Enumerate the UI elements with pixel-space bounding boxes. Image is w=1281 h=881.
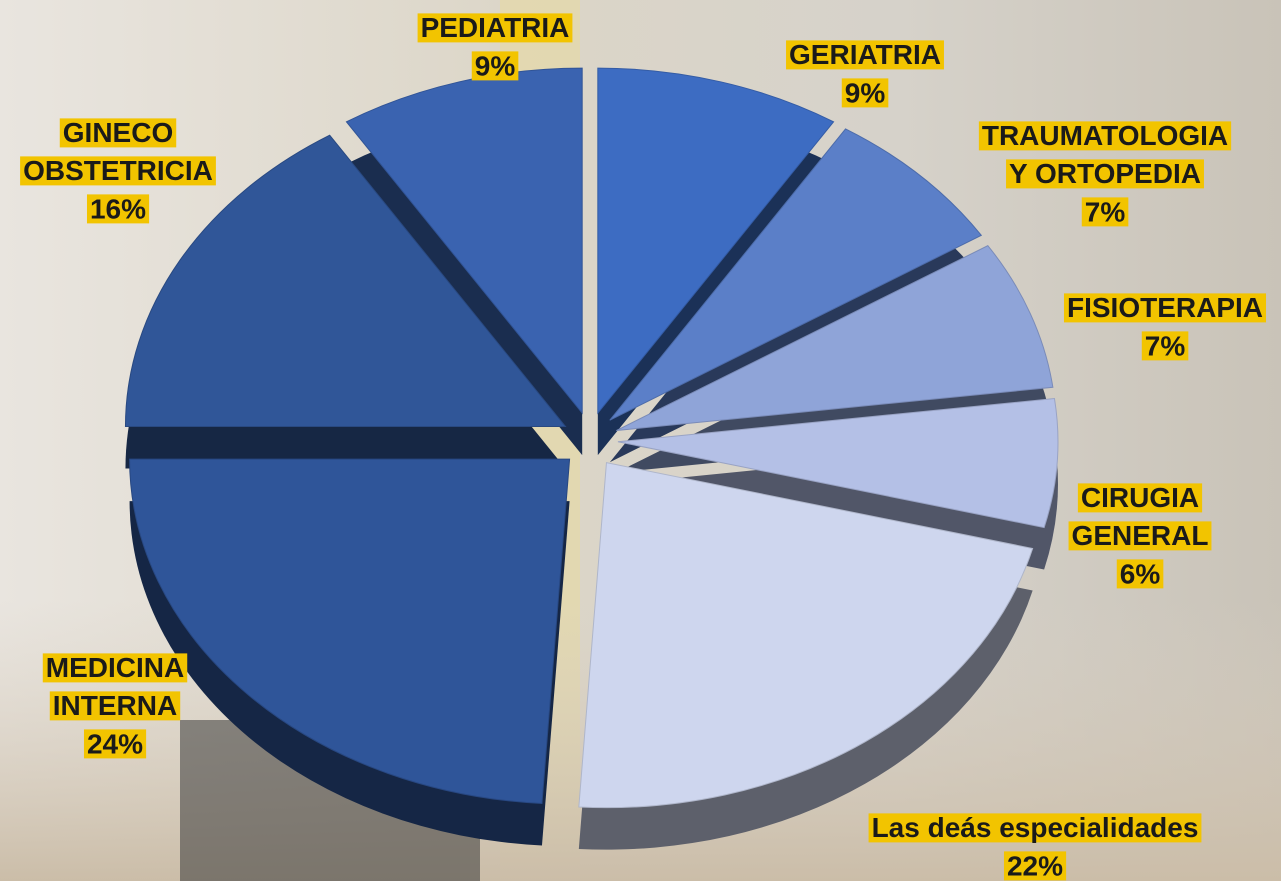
category-label-line: GENERAL xyxy=(1072,520,1209,551)
chart: PEDIATRIA 9% GERIATRIA 9% TRAUMATOLOGIA Y ORT… xyxy=(0,0,1281,881)
category-label-line: Y ORTOPEDIA xyxy=(1009,158,1201,189)
page: {"chart_data": {"type": "pie", "categori… xyxy=(0,0,1281,881)
category-label-line: TRAUMATOLOGIA xyxy=(982,120,1228,151)
percent-label: 24% xyxy=(87,728,143,759)
category-label: FISIOTERAPIA xyxy=(1067,292,1263,323)
percent-label: 7% xyxy=(1145,330,1186,361)
percent-label: 9% xyxy=(845,77,886,108)
category-label-line: PEDIATRIA xyxy=(421,12,570,43)
percent-label: 22% xyxy=(1007,850,1063,881)
percent-label: 9% xyxy=(475,50,516,81)
category-label-line: Las deás especialidades xyxy=(872,812,1199,843)
percent-label: 16% xyxy=(90,193,146,224)
category-label-line: FISIOTERAPIA xyxy=(1067,292,1263,323)
category-label-line: INTERNA xyxy=(53,690,177,721)
category-label: Las deás especialidades xyxy=(872,812,1199,843)
percent-label: 7% xyxy=(1085,196,1126,227)
category-label-line: MEDICINA xyxy=(46,652,184,683)
category-label-line: GERIATRIA xyxy=(789,39,941,70)
percent-label: 6% xyxy=(1120,558,1161,589)
category-label-line: OBSTETRICIA xyxy=(23,155,213,186)
category-label-line: GINECO xyxy=(63,117,173,148)
category-label-line: CIRUGIA xyxy=(1081,482,1199,513)
category-label: GERIATRIA xyxy=(789,39,941,70)
category-label: PEDIATRIA xyxy=(421,12,570,43)
